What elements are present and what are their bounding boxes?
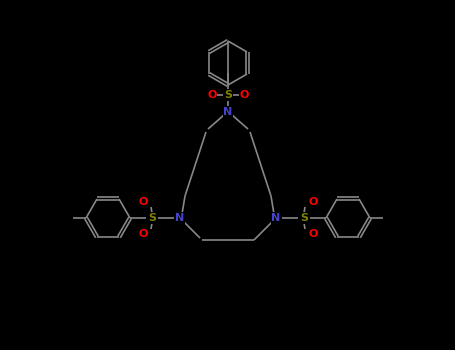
Text: O: O	[308, 197, 318, 207]
Text: S: S	[224, 90, 232, 100]
Text: N: N	[223, 107, 233, 117]
Text: N: N	[271, 213, 281, 223]
Text: O: O	[138, 229, 148, 239]
Text: O: O	[207, 90, 217, 100]
Text: O: O	[308, 229, 318, 239]
Text: O: O	[138, 197, 148, 207]
Text: S: S	[300, 213, 308, 223]
Text: S: S	[148, 213, 156, 223]
Text: O: O	[239, 90, 249, 100]
Text: N: N	[175, 213, 185, 223]
